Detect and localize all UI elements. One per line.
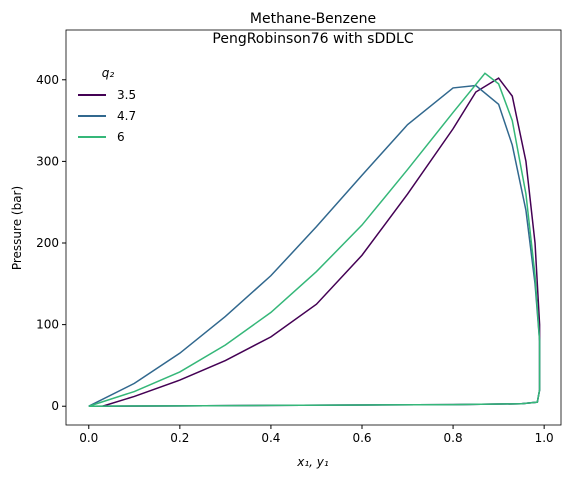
y-tick-label: 0 bbox=[51, 399, 59, 413]
chart-title: Methane-Benzene bbox=[250, 11, 376, 27]
series-line bbox=[102, 77, 541, 407]
y-axis-label: Pressure (bar) bbox=[10, 186, 24, 270]
x-tick-label: 0.4 bbox=[261, 431, 280, 445]
x-tick-label: 0.8 bbox=[444, 431, 463, 445]
x-tick-label: 0.2 bbox=[170, 431, 189, 445]
y-tick-label: 400 bbox=[36, 73, 59, 87]
legend-label: 6 bbox=[117, 130, 125, 144]
x-tick-label: 0.0 bbox=[79, 431, 98, 445]
x-axis-label: x₁, y₁ bbox=[296, 455, 329, 469]
series-line bbox=[88, 84, 541, 407]
y-tick-label: 300 bbox=[36, 154, 59, 168]
x-tick-label: 0.6 bbox=[352, 431, 371, 445]
x-tick-label: 1.0 bbox=[535, 431, 554, 445]
plot-frame bbox=[65, 29, 562, 426]
chart-subtitle: PengRobinson76 with sDDLC bbox=[212, 31, 413, 47]
series-line bbox=[88, 72, 541, 407]
legend-label: 4.7 bbox=[117, 109, 136, 123]
legend-title: q₂ bbox=[102, 66, 115, 80]
y-tick-label: 100 bbox=[36, 318, 59, 332]
legend-label: 3.5 bbox=[117, 88, 136, 102]
y-tick-label: 200 bbox=[36, 236, 59, 250]
